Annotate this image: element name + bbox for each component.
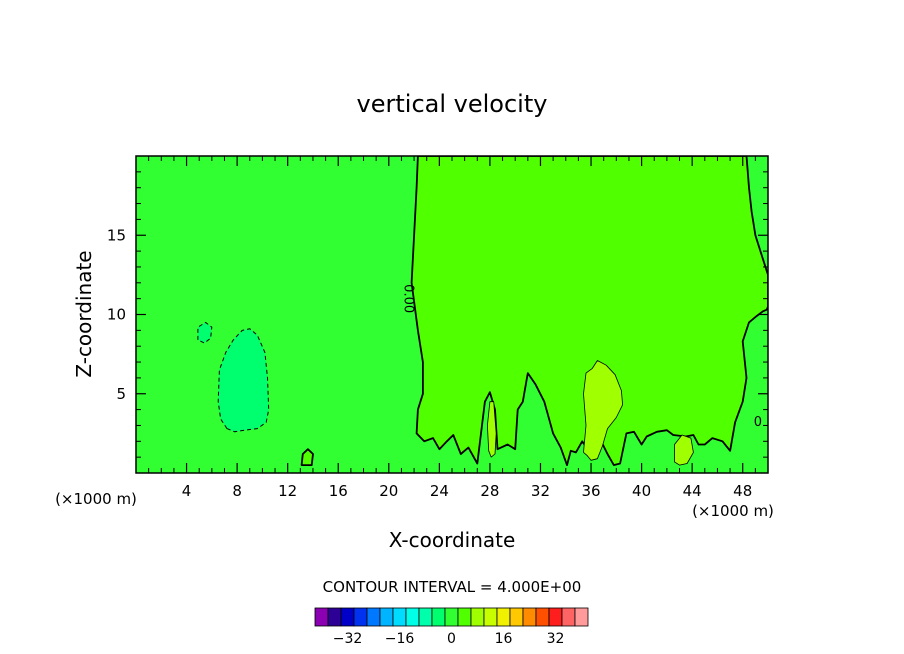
x-tick-label-0: 4 bbox=[182, 482, 192, 500]
colorbar-swatch-7 bbox=[405, 607, 420, 627]
x-tick-label-7: 32 bbox=[531, 482, 550, 500]
field-region-6 bbox=[197, 321, 213, 344]
colorbar-swatch-11 bbox=[457, 607, 472, 627]
colorbar bbox=[314, 607, 589, 627]
y-minor-ticks bbox=[136, 171, 768, 458]
colorbar-swatch-17 bbox=[535, 607, 550, 627]
field-regions bbox=[197, 156, 768, 467]
colorbar-tick-label-4: 32 bbox=[547, 631, 565, 647]
x-axis-label: X-coordinate bbox=[389, 528, 516, 552]
colorbar-swatch-8 bbox=[418, 607, 433, 627]
x-tick-label-11: 48 bbox=[733, 482, 752, 500]
colorbar-ticks: −32 −16 0 16 32 bbox=[333, 631, 565, 647]
x-tick-label-4: 20 bbox=[379, 482, 398, 500]
y-axis: 5 10 15 bbox=[107, 171, 768, 458]
colorbar-swatch-0 bbox=[314, 607, 329, 627]
x-tick-label-6: 28 bbox=[480, 482, 499, 500]
colorbar-swatch-14 bbox=[496, 607, 511, 627]
y-tick-label-0: 5 bbox=[116, 385, 126, 403]
colorbar-tick-label-0: −32 bbox=[333, 631, 363, 647]
x-tick-label-3: 16 bbox=[329, 482, 348, 500]
x-tick-label-9: 40 bbox=[632, 482, 651, 500]
field-region-4 bbox=[300, 448, 314, 467]
field-region-5 bbox=[217, 328, 270, 433]
x-tick-label-2: 12 bbox=[278, 482, 297, 500]
colorbar-swatch-15 bbox=[509, 607, 524, 627]
colorbar-swatch-9 bbox=[431, 607, 446, 627]
colorbar-tick-label-3: 16 bbox=[495, 631, 513, 647]
contour-interval-text: CONTOUR INTERVAL = 4.000E+00 bbox=[323, 578, 582, 596]
x-tick-label-1: 8 bbox=[232, 482, 242, 500]
colorbar-swatch-5 bbox=[379, 607, 394, 627]
colorbar-swatch-10 bbox=[444, 607, 459, 627]
colorbar-tick-label-1: −16 bbox=[385, 631, 415, 647]
colorbar-swatch-12 bbox=[470, 607, 485, 627]
colorbar-swatch-4 bbox=[366, 607, 381, 627]
y-ticks: 5 10 15 bbox=[107, 226, 768, 403]
contour-label-1: 0 bbox=[754, 415, 762, 430]
colorbar-swatch-19 bbox=[561, 607, 576, 627]
colorbar-swatch-1 bbox=[327, 607, 342, 627]
colorbar-swatch-13 bbox=[483, 607, 498, 627]
contour-labels: 0.00 0 bbox=[400, 284, 762, 430]
y-axis-label: Z-coordinate bbox=[72, 250, 96, 377]
x-tick-label-10: 44 bbox=[683, 482, 702, 500]
colorbar-swatch-18 bbox=[548, 607, 563, 627]
colorbar-swatch-20 bbox=[574, 607, 589, 627]
y-tick-label-1: 10 bbox=[107, 306, 126, 324]
x-unit-left: (×1000 m) bbox=[55, 490, 137, 508]
plot-area: 0.00 0 bbox=[135, 155, 769, 474]
colorbar-swatch-16 bbox=[522, 607, 537, 627]
colorbar-swatch-2 bbox=[340, 607, 355, 627]
field-region-1 bbox=[583, 360, 623, 461]
x-tick-label-5: 24 bbox=[430, 482, 449, 500]
x-tick-label-8: 36 bbox=[581, 482, 600, 500]
field-region-2 bbox=[486, 401, 497, 458]
field-region-3 bbox=[674, 434, 694, 466]
colorbar-swatch-3 bbox=[353, 607, 368, 627]
x-axis: 4 8 12 16 20 24 28 32 36 40 44 48 bbox=[148, 156, 756, 500]
y-tick-label-2: 15 bbox=[107, 226, 126, 244]
x-ticks: 4 8 12 16 20 24 28 32 36 40 44 48 bbox=[182, 156, 752, 500]
x-minor-ticks bbox=[148, 156, 756, 473]
x-unit-right: (×1000 m) bbox=[692, 502, 774, 520]
chart-title: vertical velocity bbox=[357, 90, 548, 118]
contour-label-0: 0.00 bbox=[400, 284, 415, 313]
colorbar-tick-label-2: 0 bbox=[447, 631, 456, 647]
colorbar-swatch-6 bbox=[392, 607, 407, 627]
